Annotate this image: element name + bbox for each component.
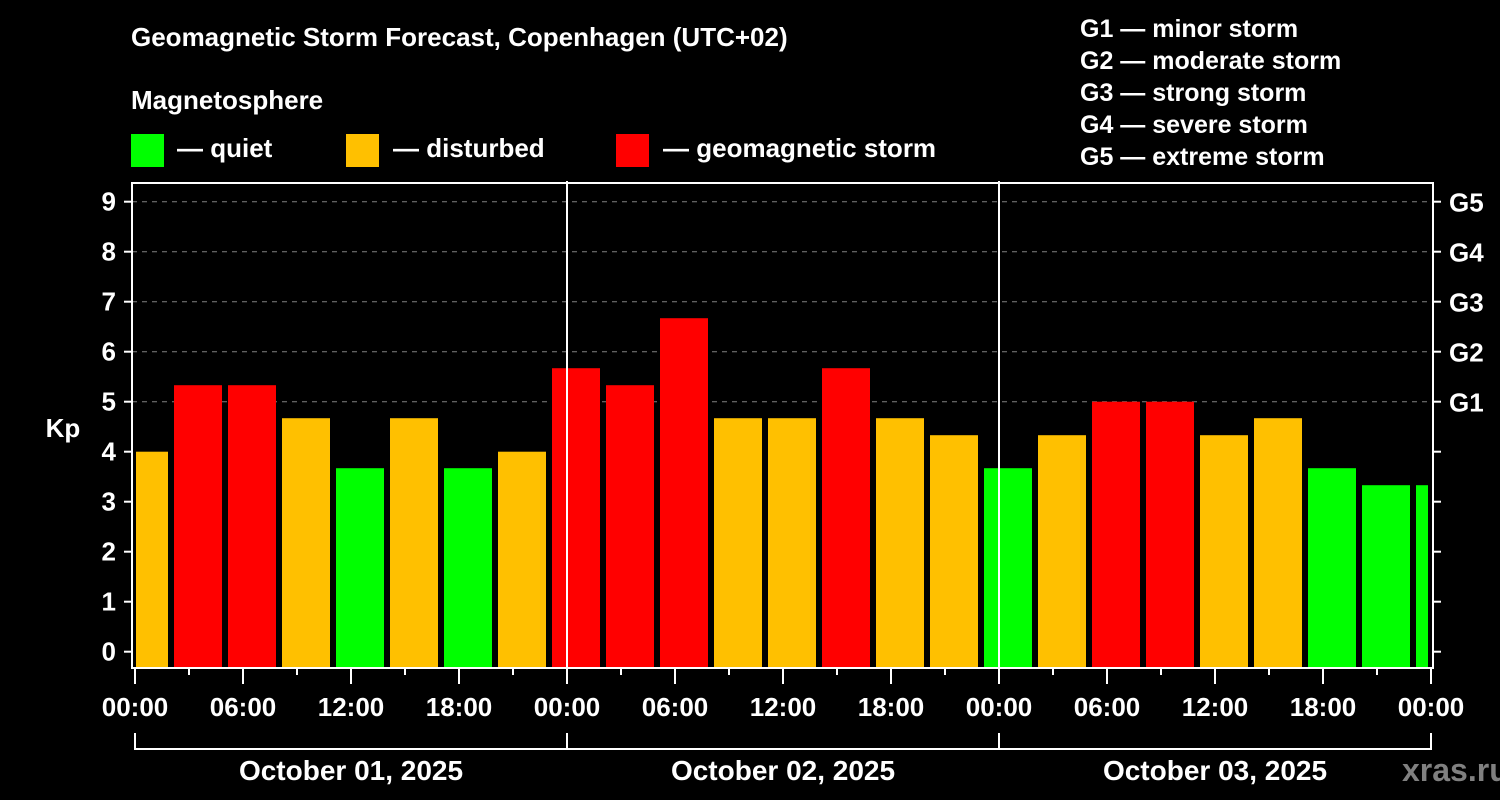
kp-bar-10 — [660, 318, 708, 667]
y-tick-label: 9 — [102, 187, 116, 217]
legend-label-quiet: — quiet — [177, 133, 273, 163]
g-scale-item: G2 — moderate storm — [1080, 47, 1342, 75]
kp-bar-15 — [930, 435, 978, 667]
y-tick-label: 4 — [102, 437, 117, 467]
kp-bar-13 — [822, 368, 870, 667]
kp-bar-19 — [1146, 401, 1194, 667]
g-level-label: G1 — [1449, 388, 1484, 418]
kp-bar-18 — [1092, 401, 1140, 667]
g-level-label: G3 — [1449, 288, 1484, 318]
x-tick-label: 00:00 — [534, 692, 601, 722]
legend-swatch-storm — [616, 134, 649, 167]
y-tick-label: 6 — [102, 337, 116, 367]
x-tick-label: 06:00 — [210, 692, 277, 722]
x-tick-label: 06:00 — [642, 692, 709, 722]
kp-bar-9 — [606, 385, 654, 667]
legend-label-storm: — geomagnetic storm — [663, 133, 937, 163]
kp-bar-4 — [336, 468, 384, 667]
kp-bar-24 — [1416, 485, 1428, 667]
legend-swatch-quiet — [131, 134, 164, 167]
x-tick-label: 00:00 — [966, 692, 1033, 722]
watermark: xras.ru — [1402, 752, 1500, 788]
y-axis-label: Kp — [46, 413, 81, 443]
g-level-label: G4 — [1449, 238, 1484, 268]
kp-bar-22 — [1308, 468, 1356, 667]
date-label: October 02, 2025 — [671, 755, 895, 786]
kp-bar-7 — [498, 451, 546, 667]
y-tick-label: 1 — [102, 587, 116, 617]
kp-bar-3 — [282, 418, 330, 667]
y-tick-label: 3 — [102, 487, 116, 517]
kp-bar-1 — [174, 385, 222, 667]
kp-bar-0 — [136, 451, 168, 667]
x-tick-label: 18:00 — [1290, 692, 1357, 722]
legend-label-disturbed: — disturbed — [393, 133, 545, 163]
x-tick-label: 18:00 — [858, 692, 925, 722]
x-tick-label: 06:00 — [1074, 692, 1141, 722]
g-scale-item: G3 — strong storm — [1080, 79, 1307, 107]
date-label: October 01, 2025 — [239, 755, 463, 786]
g-scale-item: G4 — severe storm — [1080, 111, 1308, 139]
legend-swatch-disturbed — [346, 134, 379, 167]
kp-bar-17 — [1038, 435, 1086, 667]
kp-bar-5 — [390, 418, 438, 667]
x-tick-label: 00:00 — [1398, 692, 1465, 722]
legend-heading: Magnetosphere — [131, 85, 324, 115]
x-tick-label: 00:00 — [102, 692, 169, 722]
g-scale-legend: G1 — minor storm G2 — moderate storm G3 … — [1080, 13, 1341, 173]
kp-bar-12 — [768, 418, 816, 667]
kp-bar-6 — [444, 468, 492, 667]
y-tick-label: 0 — [102, 637, 116, 667]
date-label: October 03, 2025 — [1103, 755, 1327, 786]
chart-title: Geomagnetic Storm Forecast, Copenhagen (… — [131, 22, 788, 52]
y-tick-label: 5 — [102, 387, 116, 417]
x-tick-label: 12:00 — [750, 692, 817, 722]
g-level-label: G5 — [1449, 188, 1484, 218]
x-tick-label: 18:00 — [426, 692, 493, 722]
x-tick-label: 12:00 — [318, 692, 385, 722]
g-scale-item: G5 — extreme storm — [1080, 143, 1325, 171]
kp-bar-11 — [714, 418, 762, 667]
kp-bar-16 — [984, 468, 1032, 667]
kp-bar-2 — [228, 385, 276, 667]
kp-bar-14 — [876, 418, 924, 667]
kp-bar-21 — [1254, 418, 1302, 667]
y-tick-label: 8 — [102, 237, 116, 267]
y-tick-label: 2 — [102, 537, 116, 567]
kp-bar-23 — [1362, 485, 1410, 667]
x-tick-label: 12:00 — [1182, 692, 1249, 722]
kp-bar-20 — [1200, 435, 1248, 667]
g-scale-item: G1 — minor storm — [1080, 15, 1299, 43]
y-tick-label: 7 — [102, 287, 116, 317]
kp-bar-8 — [552, 368, 600, 667]
g-level-label: G2 — [1449, 338, 1484, 368]
